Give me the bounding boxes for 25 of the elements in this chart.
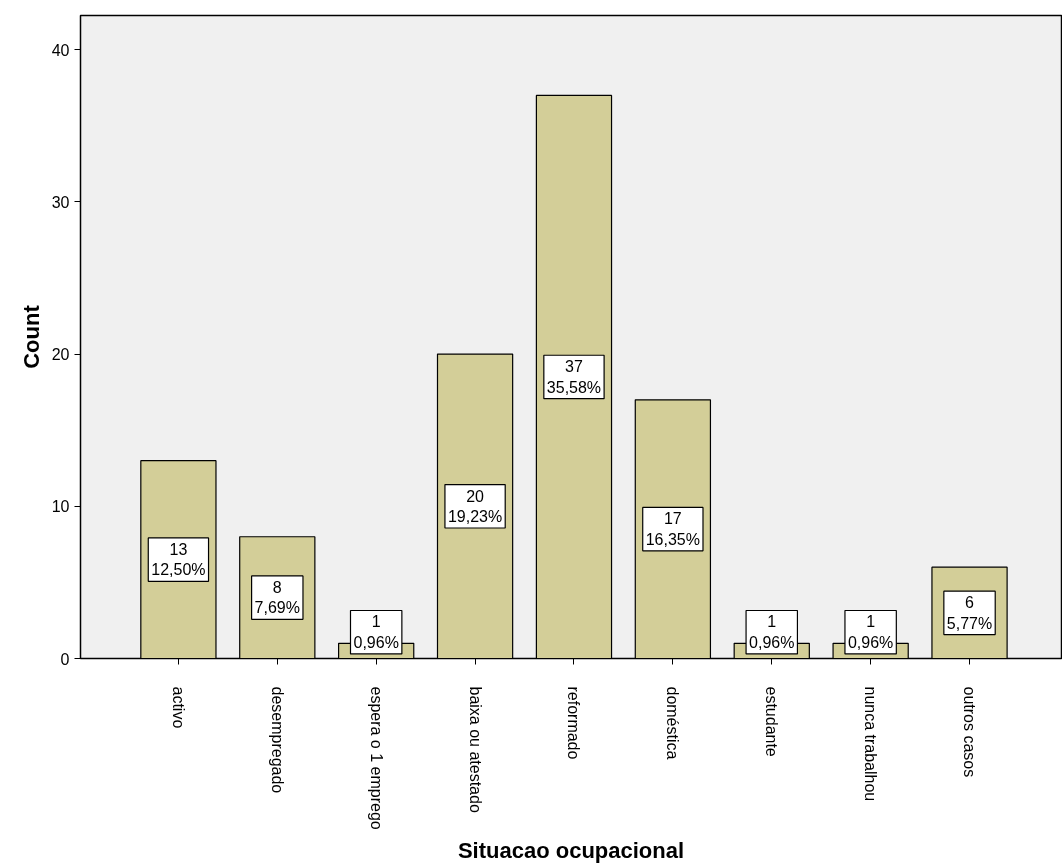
data-label: 1 0,96% [749,613,795,651]
x-tick-label: desempregado [268,686,286,794]
data-label: 13 12,50% [151,540,206,579]
x-axis-title: Situacao ocupacional [457,837,685,863]
y-axis-title: Count [18,304,44,369]
y-tick-label: 10 [51,498,70,516]
y-tick-label: 20 [51,346,70,364]
data-label: 6 5,77% [946,594,993,632]
x-tick-label: nunca trabalhou [862,686,880,802]
x-tick-label: baixa ou atestado [466,686,484,813]
data-label: 20 19,23% [447,487,503,526]
x-tick-label: activo [169,686,187,729]
x-tick-label: outros casos [961,686,979,778]
data-label: 8 7,69% [254,578,300,617]
x-tick-label: doméstica [664,686,682,760]
data-label: 1 0,96% [353,613,399,651]
data-label: 1 0,96% [847,613,894,651]
y-tick-label: 40 [51,41,70,59]
x-tick-label: estudante [763,686,781,757]
y-tick-label: 0 [60,650,70,668]
x-tick-label: reformado [565,686,583,760]
data-label: 17 16,35% [645,510,700,548]
y-tick-label: 30 [51,193,70,211]
data-label: 37 35,58% [546,358,602,396]
x-tick-label: espera o 1 emprego [367,686,385,830]
